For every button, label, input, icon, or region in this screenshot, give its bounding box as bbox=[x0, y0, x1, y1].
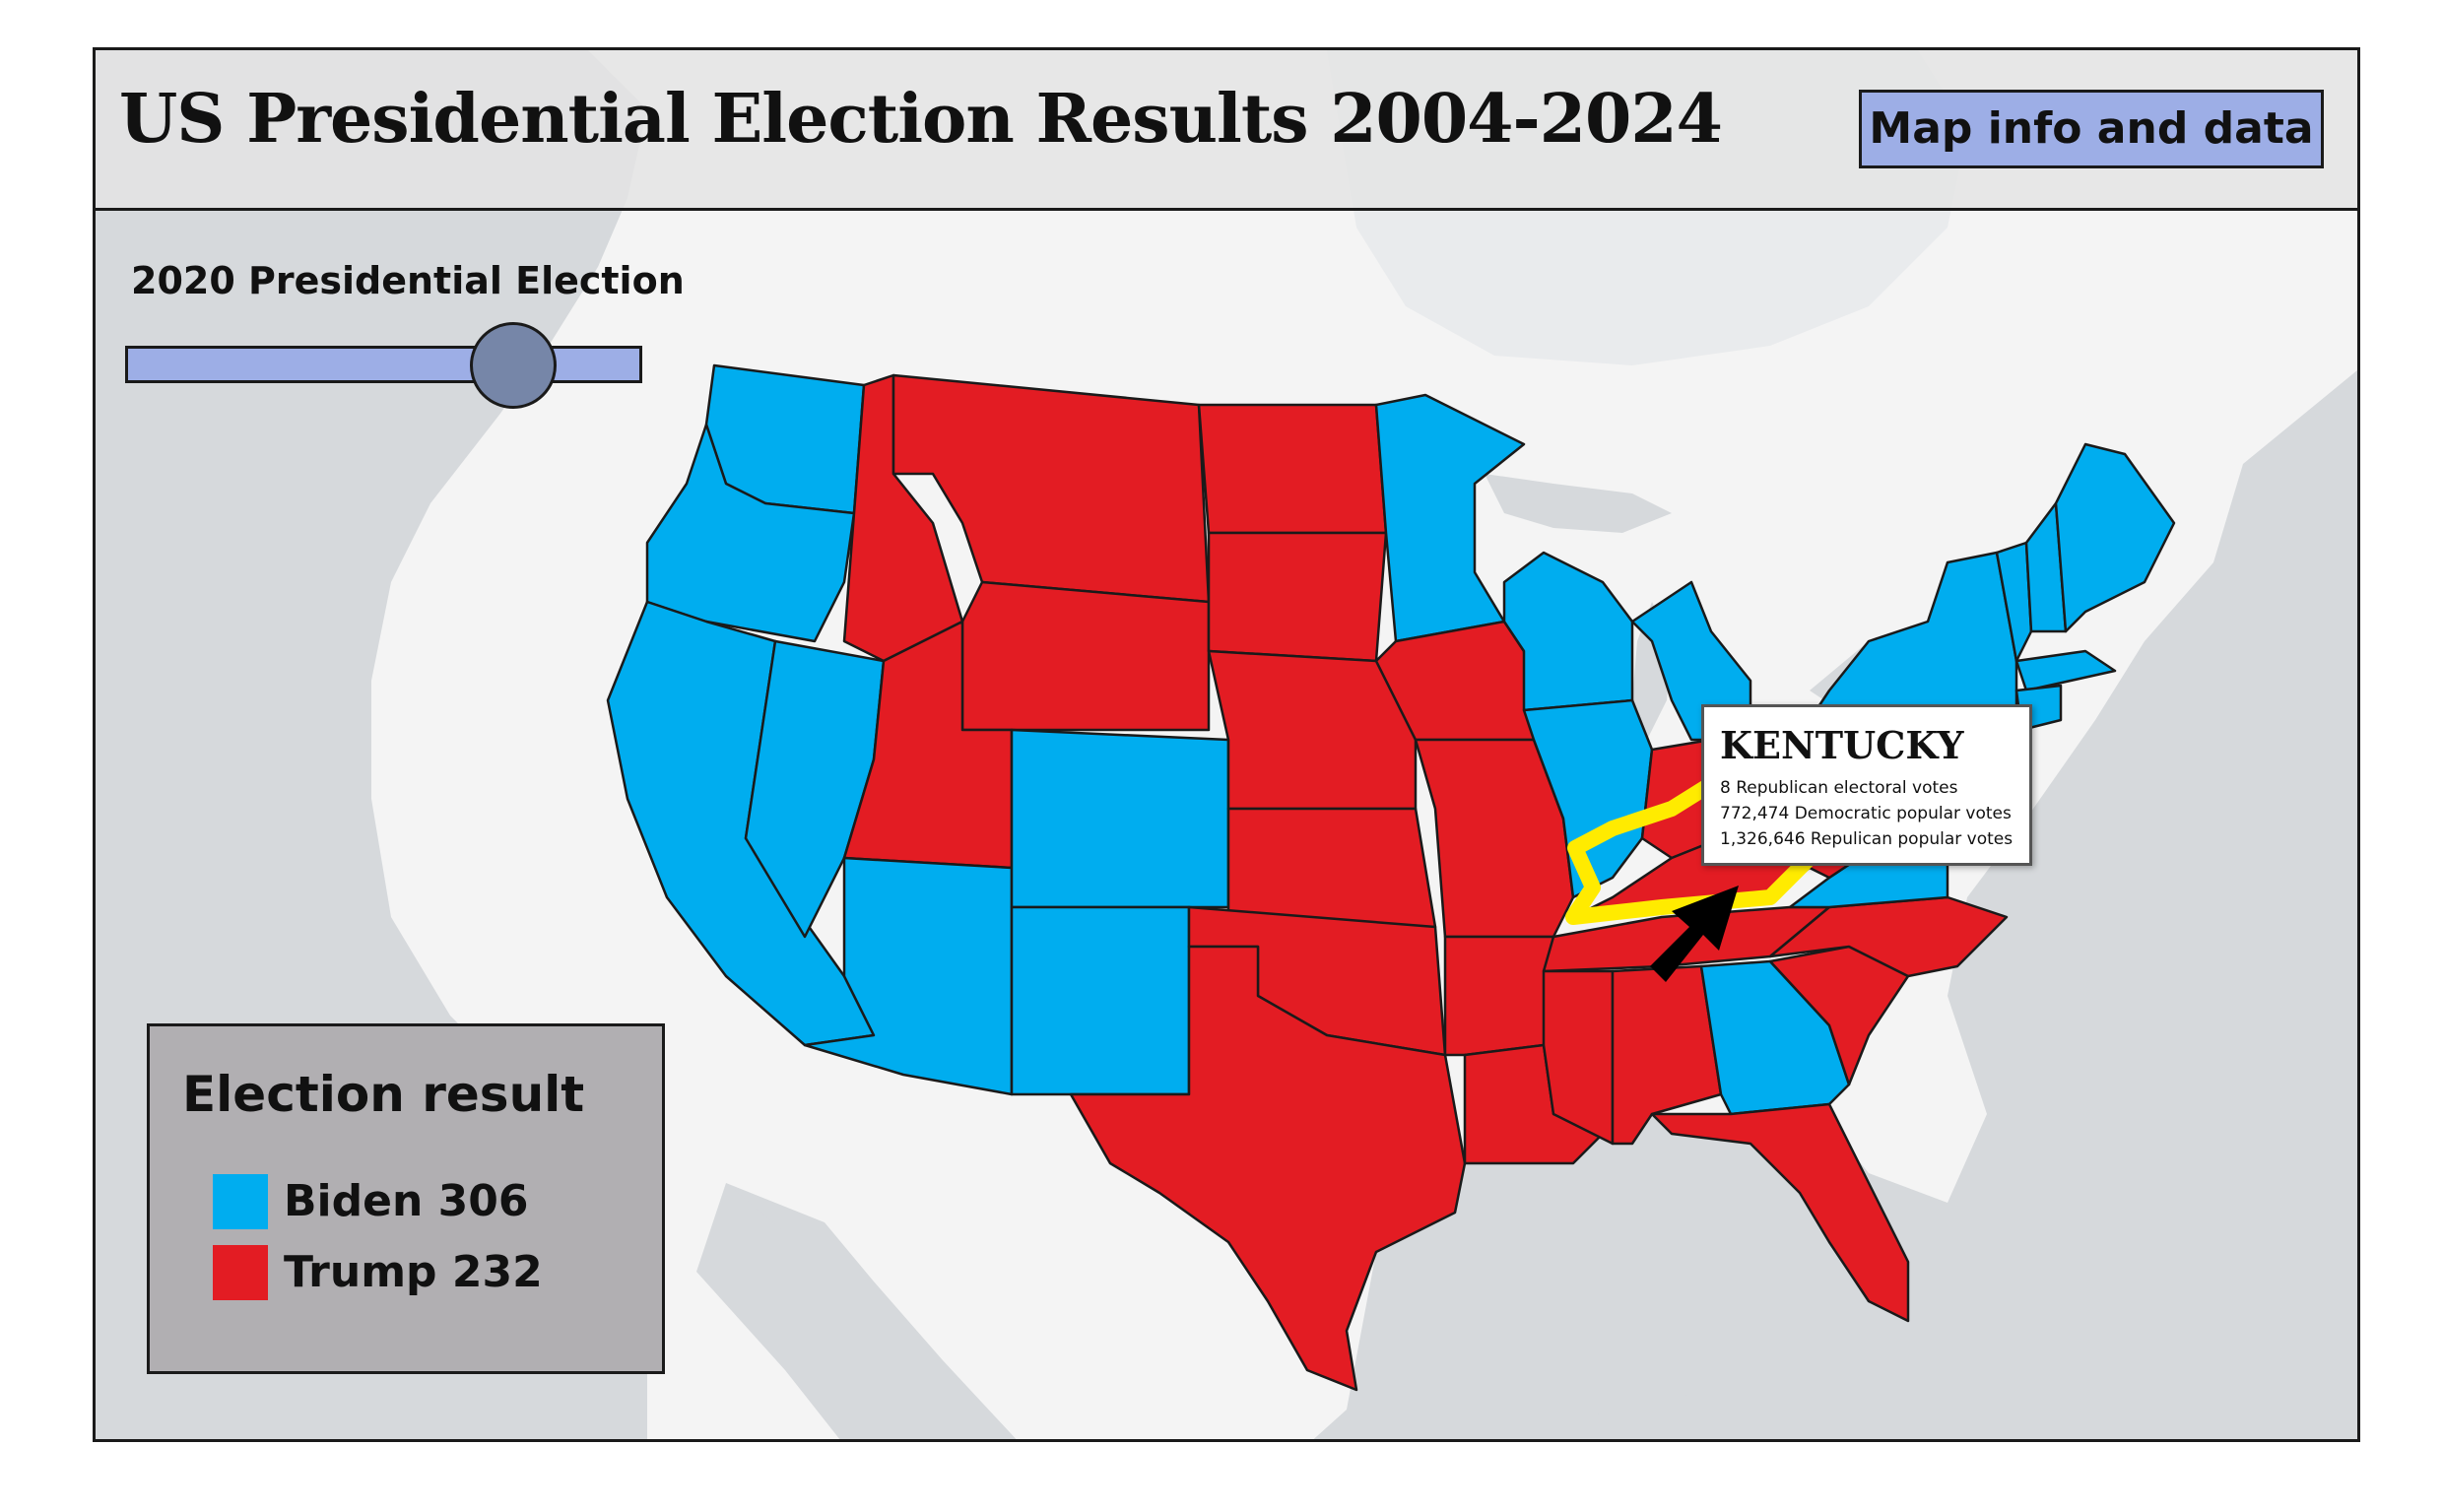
state-florida[interactable] bbox=[1650, 1102, 1910, 1323]
tooltip-republican-votes: 1,326,646 Repulican popular votes bbox=[1720, 829, 2014, 849]
legend-panel: Election result Biden 306 Trump 232 bbox=[147, 1023, 665, 1374]
tooltip-state-name: KENTUCKY bbox=[1720, 723, 1964, 767]
gulf-of-mexico bbox=[1376, 1114, 1849, 1419]
state-new-mexico[interactable] bbox=[1010, 905, 1191, 1096]
state-wyoming[interactable] bbox=[960, 580, 1211, 732]
state-north-dakota[interactable] bbox=[1197, 403, 1388, 535]
state-kansas[interactable] bbox=[1226, 807, 1437, 929]
state-minnesota[interactable] bbox=[1374, 393, 1526, 643]
election-year-label: 2020 Presidential Election bbox=[131, 259, 685, 302]
page-title: US Presidential Election Results 2004-20… bbox=[119, 80, 1723, 159]
legend-label: Trump 232 bbox=[284, 1247, 543, 1297]
legend-title: Election result bbox=[182, 1066, 585, 1123]
legend-swatch-republican bbox=[213, 1245, 268, 1300]
state-arkansas[interactable] bbox=[1443, 935, 1555, 1057]
tooltip-democratic-votes: 772,474 Democratic popular votes bbox=[1720, 804, 2012, 823]
state-tooltip: KENTUCKY 8 Republican electoral votes 77… bbox=[1701, 704, 2032, 866]
pointer-arrow bbox=[1650, 886, 1739, 982]
map-info-button[interactable]: Map info and data bbox=[1859, 90, 2324, 168]
gulf-of-california bbox=[726, 1183, 815, 1291]
legend-swatch-democratic bbox=[213, 1174, 268, 1229]
state-massachusetts[interactable] bbox=[2014, 649, 2117, 692]
year-slider-track[interactable] bbox=[125, 346, 642, 383]
state-colorado[interactable] bbox=[1010, 728, 1230, 909]
tooltip-electoral-votes: 8 Republican electoral votes bbox=[1720, 778, 1958, 798]
state-mississippi[interactable] bbox=[1542, 969, 1615, 1146]
legend-label: Biden 306 bbox=[284, 1176, 529, 1226]
state-illinois[interactable] bbox=[1522, 698, 1654, 899]
year-slider-handle[interactable] bbox=[469, 322, 557, 409]
state-maine[interactable] bbox=[2054, 442, 2176, 633]
state-south-dakota[interactable] bbox=[1207, 531, 1388, 663]
state-texas[interactable] bbox=[1069, 945, 1467, 1392]
state-oregon[interactable] bbox=[645, 423, 856, 643]
great-lake-superior bbox=[1485, 474, 1672, 533]
header-bar: US Presidential Election Results 2004-20… bbox=[96, 50, 2357, 211]
map-frame: US Presidential Election Results 2004-20… bbox=[93, 47, 2360, 1442]
